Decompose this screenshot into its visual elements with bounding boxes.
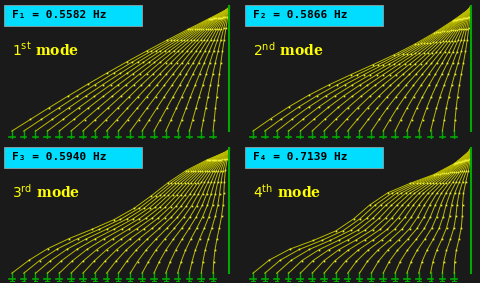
Text: $4^{\rm th}$ mode: $4^{\rm th}$ mode [253, 183, 321, 201]
Text: $3^{\rm rd}$ mode: $3^{\rm rd}$ mode [12, 183, 80, 201]
Text: F₃ = 0.5940 Hz: F₃ = 0.5940 Hz [12, 152, 106, 162]
FancyBboxPatch shape [3, 147, 142, 168]
Text: F₄ = 0.7139 Hz: F₄ = 0.7139 Hz [253, 152, 348, 162]
Text: $2^{\rm nd}$ mode: $2^{\rm nd}$ mode [253, 41, 324, 59]
Text: $1^{\rm st}$ mode: $1^{\rm st}$ mode [12, 41, 79, 59]
Text: F₂ = 0.5866 Hz: F₂ = 0.5866 Hz [253, 10, 348, 20]
Text: F₁ = 0.5582 Hz: F₁ = 0.5582 Hz [12, 10, 106, 20]
FancyBboxPatch shape [245, 5, 383, 25]
FancyBboxPatch shape [245, 147, 383, 168]
FancyBboxPatch shape [3, 5, 142, 25]
